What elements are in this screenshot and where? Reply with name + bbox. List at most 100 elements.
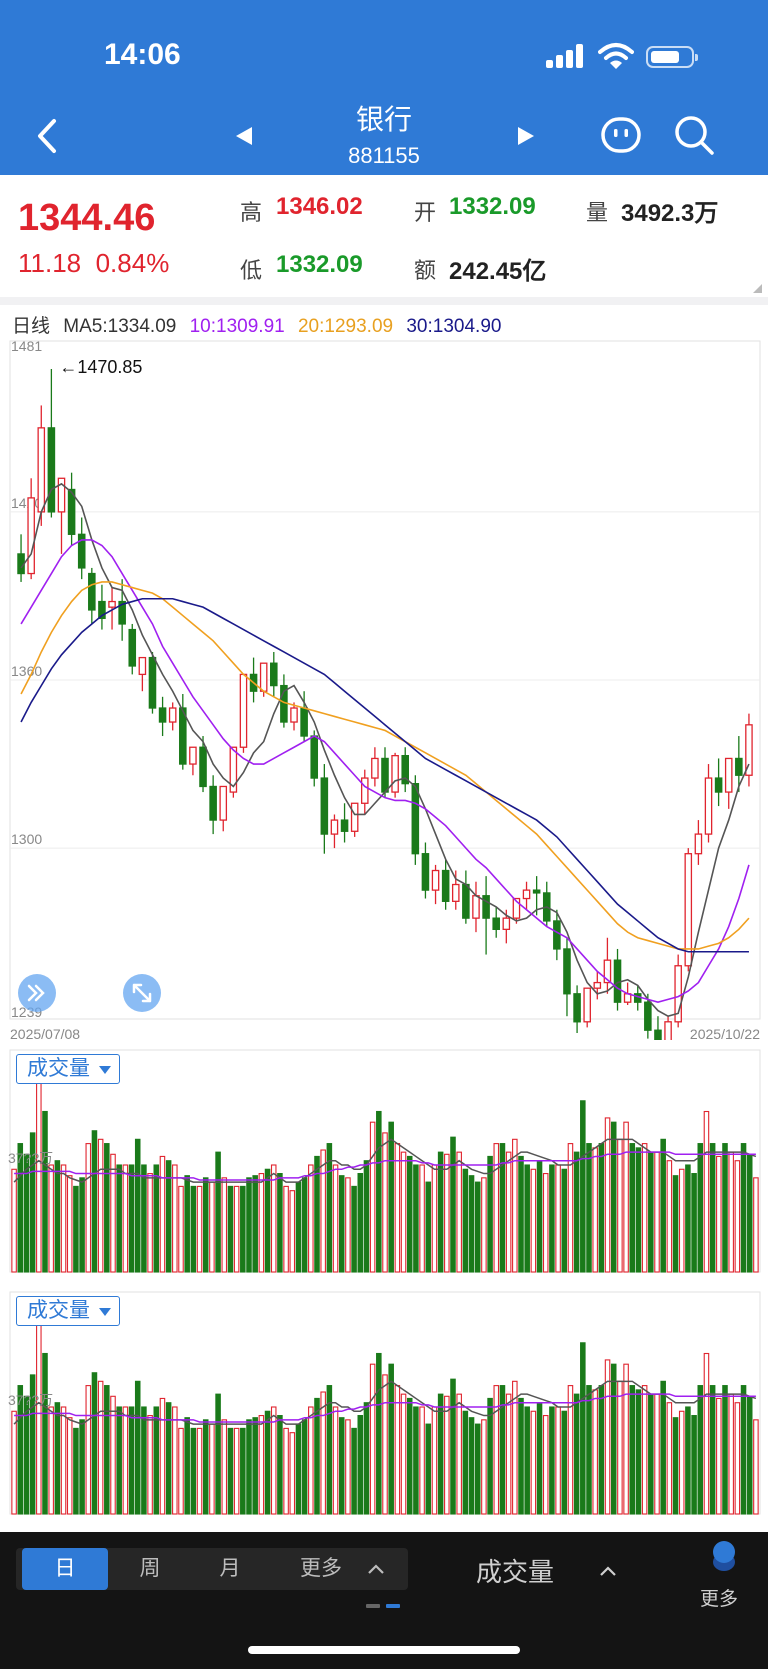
candle-body <box>229 746 238 793</box>
volume-bar <box>246 1419 252 1515</box>
candle-body <box>47 427 56 513</box>
volume-bar <box>36 1068 42 1273</box>
stock-name: 银行 <box>355 104 412 135</box>
prev-stock-icon[interactable] <box>232 124 256 148</box>
candle-body <box>664 1021 672 1040</box>
separator <box>0 297 768 305</box>
volume-bar <box>308 1164 314 1273</box>
candle-body <box>138 656 147 676</box>
volume-bar <box>703 1352 710 1515</box>
mav5-line <box>13 1138 757 1183</box>
volume-bar <box>283 1427 289 1515</box>
volume-bar <box>369 1363 376 1515</box>
candlestick-chart[interactable]: 14811420136013001239←1470.851249.29→2025… <box>0 335 768 1040</box>
open-label: 开 <box>414 200 437 225</box>
more-layers-icon[interactable] <box>712 1540 736 1574</box>
more-button[interactable]: 更多 <box>700 1589 739 1610</box>
volume-bar <box>660 1138 666 1273</box>
volume-selector-1[interactable]: 成交量 <box>16 1054 120 1084</box>
collapse-panel-button[interactable] <box>18 974 56 1012</box>
volume-bar <box>128 1406 135 1515</box>
volume-bar <box>753 1177 759 1273</box>
mav10-line <box>14 1393 756 1423</box>
volume-bar <box>617 1380 623 1515</box>
volume-bar <box>672 1417 679 1515</box>
candle-body <box>381 757 389 793</box>
volume-selector-label: 成交量 <box>27 1057 90 1080</box>
candle-body <box>320 777 329 835</box>
volume-chart-2[interactable] <box>0 1290 768 1518</box>
volume-chart-1[interactable] <box>0 1048 768 1276</box>
search-icon[interactable] <box>673 114 715 156</box>
candle-body <box>745 724 753 776</box>
volume-value: 3492.3万 <box>621 200 719 227</box>
volume-bar <box>165 1402 172 1515</box>
candle-body <box>118 600 126 625</box>
candle-body <box>209 785 217 821</box>
low-value: 1332.09 <box>276 251 363 278</box>
status-time: 14:06 <box>104 38 181 71</box>
volume-bar <box>320 1149 326 1273</box>
volume-bar <box>240 1427 246 1515</box>
volume-bar <box>48 1164 54 1273</box>
back-arrow-icon[interactable] <box>30 115 66 157</box>
chevron-up-icon[interactable] <box>368 1564 384 1574</box>
volume-bar <box>91 1372 98 1515</box>
low-label: 低 <box>240 258 263 283</box>
ma5-label: MA5:1334.09 <box>63 316 177 337</box>
volume-bar <box>227 1427 234 1515</box>
candle-body <box>219 785 228 821</box>
volume-selector-2[interactable]: 成交量 <box>16 1296 120 1326</box>
volume-bar <box>172 1164 178 1273</box>
period-month[interactable]: 月 <box>219 1557 241 1580</box>
volume-bar <box>36 1310 42 1515</box>
fullscreen-button[interactable] <box>123 974 161 1012</box>
volume-bar <box>641 1385 648 1515</box>
candle-body <box>502 917 511 930</box>
volume-bar <box>530 1410 537 1515</box>
volume-bar <box>400 1151 407 1273</box>
period-more[interactable]: 更多 <box>300 1557 342 1580</box>
high-label: 高 <box>240 200 263 225</box>
candle-body <box>704 777 713 835</box>
volume-bar <box>104 1143 110 1273</box>
next-stock-icon[interactable] <box>514 124 538 148</box>
volume-bar <box>580 1100 586 1273</box>
chevron-up-icon[interactable] <box>600 1566 616 1576</box>
volume-bar <box>184 1175 190 1273</box>
stock-code: 881155 <box>348 143 420 168</box>
volume-bar <box>128 1164 135 1273</box>
candle-body <box>482 895 490 919</box>
candle-body <box>57 477 66 513</box>
volume-bar <box>746 1395 753 1515</box>
volume-bar <box>320 1391 326 1515</box>
candle-body <box>401 754 410 785</box>
candle-body <box>735 757 743 776</box>
high-value: 1346.02 <box>276 193 363 220</box>
volume-bar <box>79 1177 85 1273</box>
top-header: 14:06 银行 881155 <box>0 0 768 175</box>
volume-axis-tick-1: 37??万 <box>8 1150 54 1166</box>
volume-bar <box>172 1406 178 1515</box>
volume-bar <box>678 1168 685 1273</box>
volume-bar <box>283 1185 289 1273</box>
period-day[interactable]: 日 <box>22 1548 108 1590</box>
candle-body <box>694 833 703 855</box>
volume-bar <box>165 1160 172 1273</box>
volume-bar <box>17 1143 24 1273</box>
mav5-line <box>13 1380 757 1425</box>
indicator-selector[interactable]: 成交量 <box>476 1557 555 1587</box>
volume-bar <box>468 1417 475 1515</box>
volume-bar <box>326 1385 333 1515</box>
candle-body <box>108 600 116 608</box>
assistant-face-icon[interactable] <box>600 114 642 156</box>
candle-body <box>391 754 399 793</box>
expand-corner-icon[interactable] <box>753 284 762 293</box>
volume-bar <box>295 1181 302 1273</box>
candle-body <box>512 897 521 919</box>
volume-bar <box>425 1181 432 1273</box>
period-week[interactable]: 周 <box>139 1557 161 1580</box>
volume-bar <box>419 1406 425 1515</box>
candle-body <box>77 533 86 569</box>
volume-bar <box>215 1393 221 1515</box>
